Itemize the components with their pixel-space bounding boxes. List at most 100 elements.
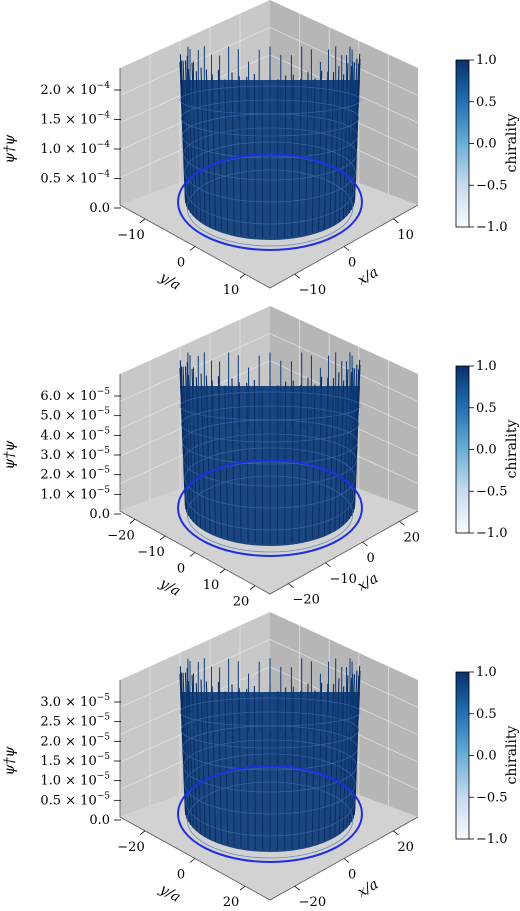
y-axis-label: y/a [156,881,183,906]
y-tick-mark [139,218,146,224]
z-axis: 3.0 × 10−52.5 × 10−52.0 × 10−51.5 × 10−5… [40,693,121,828]
z-tick-times: × 10 [61,389,97,404]
z-tick-label: 2.0 × 10−5 [40,466,110,483]
surface-strand [211,380,217,536]
surface-strand [200,679,206,837]
x-axis: −20 −10 0 20 [288,521,420,608]
grid-line [269,27,419,96]
surface-strand [246,76,249,237]
x-tick-label: 0 [348,256,356,271]
colorbar-tick-label: 0.5 [476,401,497,416]
surface-strand [217,375,223,538]
x-tick-mark [393,218,399,224]
z-tick-exponent: −5 [97,713,111,723]
z-tick-label: 6.0 × 10−5 [40,387,110,404]
z-tick-mantissa: 4.0 [40,428,61,443]
y-tick-label: 20 [233,595,250,610]
surface-strand [182,60,189,210]
y-tick-mark [129,518,136,524]
z-tick-exponent: −5 [97,752,111,762]
z-tick-mantissa: 0.5 [40,793,61,808]
surface-strand [253,379,256,544]
boundary-circle [177,765,363,863]
z-tick-times: × 10 [61,83,97,98]
colorbar-label: chirality [504,725,520,784]
colorbar-gradient [455,671,470,840]
z-tick-mantissa: 3.0 [40,448,61,463]
surface-strand [205,69,211,227]
surface-ring [186,169,354,247]
z-tick-exponent: −5 [97,693,111,703]
surface-strand [338,686,345,834]
colorbar: 1.0 0.5 0.0 −0.5 −1.0 chirality [455,665,520,847]
x-tick-mark [288,583,294,588]
surface-ring [181,113,358,159]
boundary-circle [177,459,363,557]
z-tick-mantissa: 2.0 [40,734,61,749]
z-tick-mantissa: 0.5 [40,172,61,187]
surface-ring [183,127,357,181]
colorbar-tick-label: −1.0 [476,832,508,847]
y-tick-mark [139,830,146,836]
y-tick-label: 0 [177,868,185,883]
z-tick-label: 1.5 × 10−4 [40,111,110,128]
surface-ring [185,767,355,837]
z-tick-mantissa: 1.0 [40,774,61,789]
y-tick-mark [239,885,246,891]
surface-strand [354,670,361,813]
surface-strand [348,62,356,214]
surface-strand [231,684,235,847]
z-tick-times: × 10 [61,734,97,749]
surface-ring [184,141,356,203]
x-axis-label: x/a [355,264,381,288]
z-tick-exponent: −5 [97,791,111,801]
y-tick-label: −10 [137,545,164,560]
surface-strand [346,677,353,829]
surface-strand [305,71,309,235]
grid-line [269,639,419,708]
surface-strand [323,377,329,536]
x-tick-mark [393,830,399,836]
surface-strand [317,682,323,844]
z-tick-exponent: −5 [97,772,111,782]
x-tick-mark [399,521,405,526]
surface-strand [334,66,340,225]
surface-strand [179,666,187,816]
surface-strand [351,58,358,210]
z-tick-label: 0.0 [89,507,110,522]
x-tick-label: −10 [330,572,357,587]
z-tick-value: 0.0 [89,507,110,522]
surface-ring [183,433,357,487]
z-tick-exponent: −5 [97,485,111,495]
surface-strand [311,690,316,845]
y-tick-label: 10 [203,578,220,593]
surface-strand [205,375,211,533]
surface-strand [246,688,249,849]
y-tick-mark [239,273,246,279]
z-tick-times: × 10 [61,172,97,187]
surface-strand [311,78,316,233]
z-tick-times: × 10 [61,754,97,769]
surface-strand [184,672,192,826]
surface-ring [184,447,356,509]
z-tick-exponent: −5 [97,446,111,456]
z-tick-label: 0.5 × 10−4 [40,170,110,187]
y-tick-mark [219,568,226,574]
z-tick-times: × 10 [61,793,97,808]
colorbar-tick-label: −0.5 [476,484,508,499]
colorbar-tick-label: 1.0 [476,53,497,68]
surface-mesh [179,658,361,859]
colorbar-tick-label: −1.0 [476,220,508,235]
surface-strand [329,72,335,227]
y-tick-label: −10 [117,228,144,243]
z-axis: 2.0 × 10−41.5 × 10−41.0 × 10−40.5 × 10−4… [40,81,121,216]
surface-strand [246,382,249,543]
y-tick-label: 0 [177,562,185,577]
grid-line [119,27,271,96]
surface-strand [217,681,223,844]
z-tick-times: × 10 [61,409,97,424]
plot-panel-3: 3.0 × 10−52.5 × 10−52.0 × 10−51.5 × 10−5… [2,612,520,910]
surface-strand [323,71,329,230]
z-tick-mantissa: 5.0 [40,409,61,424]
surface-strand [338,380,345,528]
